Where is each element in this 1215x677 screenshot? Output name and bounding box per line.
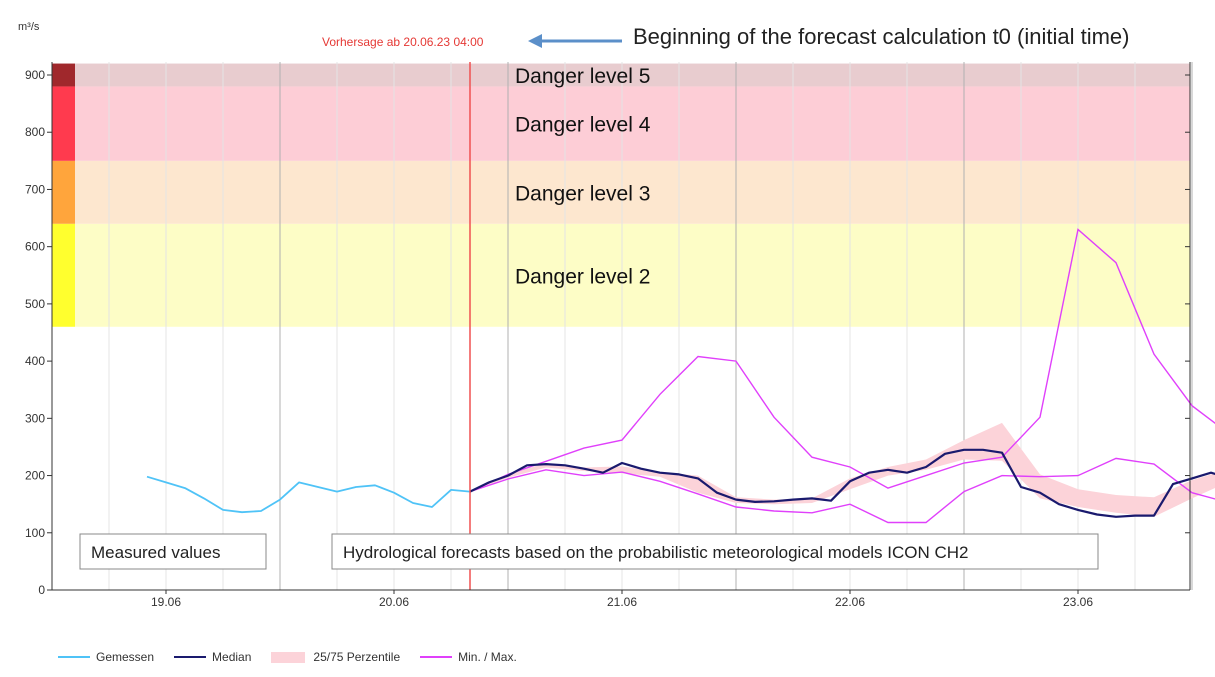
percentile-band xyxy=(470,422,1215,517)
y-tick-label: 200 xyxy=(25,469,45,483)
legend-item-percentile[interactable]: 25/75 Perzentile xyxy=(271,650,400,664)
y-tick-label: 900 xyxy=(25,68,45,82)
x-tick-label: 23.06 xyxy=(1063,595,1093,609)
min-line xyxy=(469,457,1215,524)
measured-values-box xyxy=(79,533,267,570)
danger-zone-2 xyxy=(75,223,1190,327)
median-line xyxy=(469,448,1215,518)
y-tick-label: 0 xyxy=(38,583,45,597)
legend-item-median[interactable]: Median xyxy=(174,650,251,664)
danger-label-2: Danger level 2 xyxy=(515,265,650,288)
legend-swatch-measured xyxy=(58,656,90,658)
danger-label-4: Danger level 4 xyxy=(515,114,651,137)
y-tick-label: 300 xyxy=(25,411,45,425)
y-tick-label: 500 xyxy=(25,297,45,311)
legend-item-minmax[interactable]: Min. / Max. xyxy=(420,650,517,664)
legend-label-measured: Gemessen xyxy=(96,650,155,664)
danger-bar-3 xyxy=(52,160,75,224)
y-axis-unit: m³/s xyxy=(18,21,40,33)
danger-label-5: Danger level 5 xyxy=(515,65,650,88)
legend-swatch-median xyxy=(174,656,207,658)
y-tick-label: 600 xyxy=(25,240,45,254)
legend-swatch-percentile xyxy=(271,651,306,663)
measured-values-label: Measured values xyxy=(91,543,220,562)
danger-zone-5 xyxy=(75,63,1190,87)
y-tick-label: 400 xyxy=(25,354,45,368)
legend-label-percentile: 25/75 Perzentile xyxy=(313,650,401,664)
y-tick-label: 100 xyxy=(25,526,45,540)
max-line xyxy=(469,228,1215,493)
danger-bar-2 xyxy=(52,223,75,327)
legend-swatch-minmax xyxy=(420,656,453,658)
legend-label-median: Median xyxy=(212,650,252,664)
y-tick-label: 700 xyxy=(25,182,45,196)
annotation-arrow-head xyxy=(528,34,542,48)
x-tick-label: 22.06 xyxy=(835,595,865,609)
danger-zone-3 xyxy=(75,160,1190,224)
legend-label-minmax: Min. / Max. xyxy=(458,650,517,664)
danger-bar-5 xyxy=(52,63,75,87)
danger-zone-4 xyxy=(75,86,1190,161)
x-tick-label: 19.06 xyxy=(151,595,181,609)
annotation-text: Beginning of the forecast calculation t0… xyxy=(633,24,1129,49)
chart: Danger level 2 Danger level 3 Danger level… xyxy=(18,21,1215,609)
forecast-box-label: Hydrological forecasts based on the prob… xyxy=(343,543,969,562)
measured-line xyxy=(146,475,471,514)
legend: Gemessen Median 25/75 Perzentile Min. / … xyxy=(58,650,537,664)
x-tick-label: 21.06 xyxy=(607,595,637,609)
danger-label-3: Danger level 3 xyxy=(515,182,650,205)
forecast-box xyxy=(331,533,1099,570)
danger-bar-4 xyxy=(52,86,75,161)
legend-item-measured[interactable]: Gemessen xyxy=(58,650,154,664)
forecast-start-label: Vorhersage ab 20.06.23 04:00 xyxy=(322,35,484,49)
y-tick-label: 800 xyxy=(25,125,45,139)
x-tick-label: 20.06 xyxy=(379,595,409,609)
